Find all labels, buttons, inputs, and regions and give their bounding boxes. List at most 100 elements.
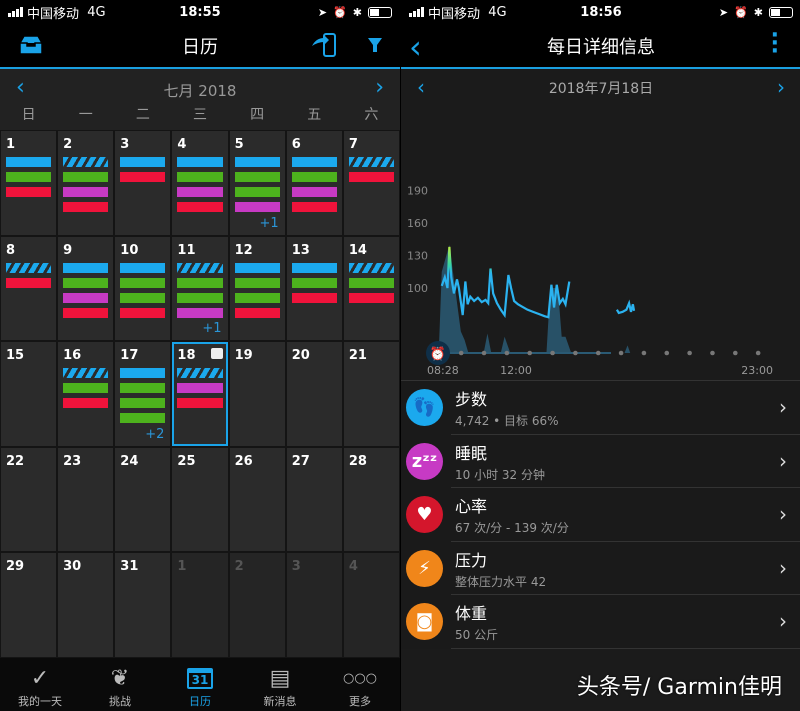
activity-bar-red (120, 172, 166, 182)
activity-bar (6, 157, 52, 167)
alarm-icon: ⏰ (333, 5, 347, 19)
day-number: 6 (291, 137, 301, 152)
day-number: 7 (348, 137, 358, 152)
day-cell[interactable]: 1 (1, 131, 57, 235)
day-cell[interactable]: 2 (229, 553, 285, 657)
activity-bar-green (177, 277, 223, 288)
tab-more[interactable]: ○○○ 更多 (320, 658, 400, 711)
day-cell[interactable]: 14 (343, 236, 399, 341)
battery-icon (368, 6, 392, 18)
day-number: 31 (120, 559, 139, 575)
day-cell[interactable]: 15 (1, 342, 57, 446)
activity-bar-striped (177, 368, 223, 379)
day-cell[interactable]: 19 (229, 342, 285, 446)
day-cell[interactable]: 29 (1, 553, 57, 657)
activity-bar-green (63, 172, 109, 182)
day-cell[interactable]: 18 (172, 342, 228, 446)
chevron-right-icon: › (779, 395, 787, 419)
tab-check[interactable]: ✓ 我的一天 (0, 658, 80, 711)
hour-marker (687, 350, 692, 356)
weekday-header: 日一二三四五六 (0, 104, 400, 124)
more-options-icon[interactable]: · · · (770, 23, 779, 64)
y-tick-label: 100 (407, 282, 428, 295)
tab-laurel[interactable]: ❦ 挑战 (80, 658, 160, 711)
day-cell[interactable]: 13 (286, 236, 342, 341)
metric-item[interactable]: zᶻᶻ 睡眠 10 小时 32 分钟 › (401, 435, 800, 489)
day-number: 3 (120, 137, 130, 152)
day-number: 20 (291, 348, 310, 364)
activity-bar-green (234, 292, 280, 303)
day-cell[interactable]: 26 (229, 447, 285, 552)
day-cell[interactable]: 1 (172, 553, 228, 657)
activity-bar-red (234, 307, 280, 318)
next-day-button[interactable]: › (777, 75, 785, 99)
day-cell[interactable]: 5 +1 (229, 131, 285, 235)
day-cell[interactable]: 28 (343, 447, 399, 552)
day-cell[interactable]: 20 (286, 342, 342, 446)
x-tick-label: 23:00 (741, 364, 773, 377)
metric-value: 67 次/分 - 139 次/分 (455, 521, 569, 536)
day-cell[interactable]: 4 (172, 131, 228, 235)
prev-day-button[interactable]: ‹ (417, 75, 425, 99)
hour-marker (618, 350, 624, 356)
activity-bar-striped (177, 262, 223, 273)
weekday-label: 六 (364, 107, 379, 123)
filter-icon[interactable] (366, 36, 384, 54)
day-cell[interactable]: 12 (229, 236, 285, 341)
metric-item[interactable]: 👣 步数 4,742 • 目标 66% › (401, 381, 800, 435)
carrier: 中国移动 (27, 6, 80, 22)
battery-icon (769, 6, 793, 18)
signal-icon (8, 7, 23, 17)
send-to-device-icon[interactable] (310, 32, 338, 58)
day-cell[interactable]: 31 (115, 553, 171, 657)
clock: 18:55 (179, 4, 221, 20)
day-cell[interactable]: 10 (115, 236, 171, 341)
day-cell[interactable]: 23 (58, 447, 114, 552)
x-tick-label: 12:00 (500, 364, 532, 377)
day-number: 27 (291, 453, 310, 469)
laurel-icon: ❦ (110, 665, 130, 691)
day-cell[interactable]: 8 (1, 236, 57, 341)
metric-item[interactable]: ⚡ 压力 整体压力水平 42 › (401, 542, 800, 596)
day-number: 21 (348, 348, 367, 364)
day-cell[interactable]: 25 (172, 447, 228, 552)
weekday-label: 四 (250, 107, 265, 123)
day-cell[interactable]: 22 (1, 447, 57, 552)
day-cell[interactable]: 27 (286, 447, 342, 552)
day-cell[interactable]: 6 (286, 131, 342, 235)
day-cell[interactable]: 7 (343, 131, 399, 235)
heart-rate-chart[interactable]: 190 160 130 100 ⏰ 08:28 12:00 23:00 (401, 170, 800, 380)
next-month-button[interactable]: › (375, 75, 384, 100)
day-cell[interactable]: 16 (58, 342, 114, 446)
inbox-icon[interactable] (18, 34, 44, 56)
day-number: 5 (234, 137, 244, 152)
more-count: +1 (259, 215, 279, 231)
activity-bar-green (177, 292, 223, 303)
tab-news[interactable]: ▤ 新消息 (240, 658, 320, 711)
location-icon: ➤ (317, 5, 328, 19)
day-cell[interactable]: 30 (58, 553, 114, 657)
day-cell[interactable]: 11 +1 (172, 236, 228, 341)
back-button[interactable]: ‹ (409, 28, 422, 66)
activity-bar (120, 262, 166, 273)
day-cell[interactable]: 24 (115, 447, 171, 552)
metric-item[interactable]: ◙ 体重 50 公斤 › (401, 595, 800, 649)
activity-bar (63, 262, 109, 273)
hour-marker (527, 350, 533, 356)
stress-area (438, 244, 631, 353)
day-cell[interactable]: 21 (343, 342, 399, 446)
tab-calendar[interactable]: 31 日历 (160, 658, 240, 711)
day-cell[interactable]: 3 (286, 553, 342, 657)
weight-icon (210, 348, 223, 360)
activity-bar (120, 157, 166, 167)
activity-bar-green (63, 383, 109, 394)
day-cell[interactable]: 9 (58, 236, 114, 341)
prev-month-button[interactable]: ‹ (16, 75, 25, 100)
day-number: 18 (177, 348, 196, 364)
day-cell[interactable]: 3 (115, 131, 171, 235)
day-cell[interactable]: 17 +2 (115, 342, 171, 446)
day-cell[interactable]: 2 (58, 131, 114, 235)
metric-item[interactable]: ♥ 心率 67 次/分 - 139 次/分 › (401, 488, 800, 542)
hour-marker (733, 350, 738, 356)
day-cell[interactable]: 4 (343, 553, 399, 657)
